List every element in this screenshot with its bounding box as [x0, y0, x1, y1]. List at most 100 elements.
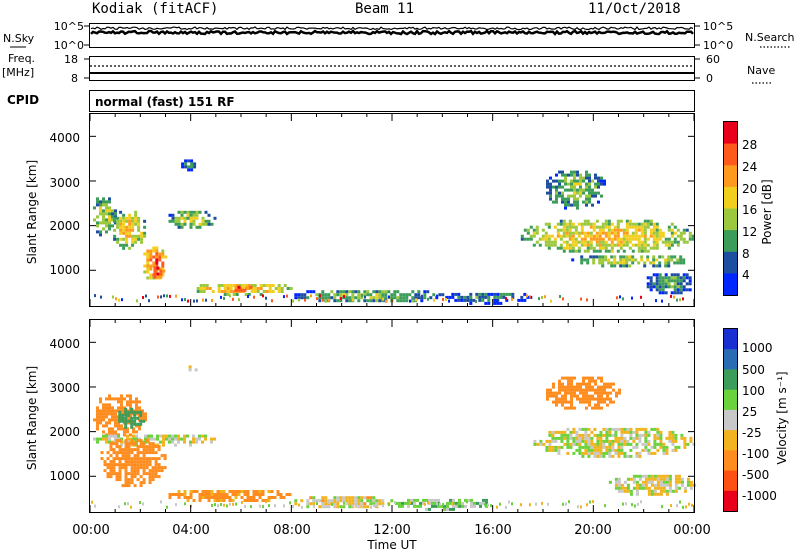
heatmap-cell: [143, 270, 147, 274]
heatmap-cell: [366, 496, 370, 500]
heatmap-cell: [562, 249, 566, 253]
heatmap-cell: [559, 295, 561, 298]
heatmap-cell: [279, 496, 283, 499]
heatmap-cell: [667, 237, 671, 241]
velocity-ylabel: Slant Range [km]: [25, 366, 39, 470]
heatmap-cell: [142, 445, 146, 449]
heatmap-cell: [625, 258, 629, 262]
heatmap-cell: [192, 434, 195, 438]
heatmap-cell: [604, 258, 608, 262]
heatmap-cell: [111, 218, 114, 222]
heatmap-cell: [345, 296, 349, 300]
heatmap-cell: [340, 505, 342, 509]
heatmap-cell: [628, 255, 632, 259]
heatmap-cell: [576, 188, 579, 192]
heatmap-cell: [429, 296, 433, 300]
heatmap-cell: [643, 228, 647, 232]
heatmap-cell: [324, 502, 328, 506]
heatmap-cell: [623, 480, 627, 484]
heatmap-cell: [638, 433, 642, 437]
heatmap-cell: [331, 502, 333, 506]
heatmap-cell: [668, 486, 672, 490]
heatmap-cell: [129, 400, 132, 404]
heatmap-cell: [142, 457, 146, 461]
heatmap-cell: [120, 427, 123, 431]
heatmap-cell: [115, 439, 119, 443]
heatmap-cell: [235, 293, 239, 296]
heatmap-cell: [658, 264, 662, 268]
heatmap-cell: [122, 246, 126, 250]
heatmap-cell: [139, 484, 143, 488]
heatmap-cell: [643, 243, 647, 247]
heatmap-cell: [646, 225, 650, 229]
heatmap-cell: [600, 176, 603, 180]
heatmap-cell: [552, 179, 555, 183]
heatmap-cell: [585, 203, 588, 207]
heatmap-cell: [159, 269, 163, 273]
heatmap-cell: [670, 234, 674, 238]
heatmap-cell: [671, 436, 675, 440]
heatmap-cell: [128, 219, 132, 223]
heatmap-cell: [168, 437, 171, 441]
heatmap-cell: [629, 433, 633, 437]
heatmap-cell: [130, 448, 134, 452]
heatmap-cell: [593, 427, 597, 431]
heatmap-cell: [142, 448, 146, 452]
heatmap-cell: [600, 388, 603, 392]
heatmap-cell: [523, 292, 527, 296]
heatmap-cell: [564, 394, 567, 398]
heatmap-cell: [142, 481, 146, 485]
heatmap-cell: [613, 231, 617, 235]
heatmap-cell: [623, 430, 627, 434]
heatmap-cell: [99, 397, 102, 401]
heatmap-cell: [555, 191, 558, 195]
heatmap-cell: [557, 448, 561, 452]
heatmap-cell: [124, 484, 128, 488]
heatmap-cell: [632, 439, 636, 443]
heatmap-cell: [622, 255, 626, 259]
heatmap-cell: [149, 255, 153, 259]
heatmap-cell: [125, 219, 129, 223]
heatmap-cell: [625, 228, 629, 232]
heatmap-cell: [100, 457, 104, 461]
heatmap-cell: [452, 498, 455, 502]
heatmap-cell: [232, 284, 236, 287]
heatmap-cell: [605, 448, 609, 452]
heatmap-cell: [570, 376, 573, 380]
heatmap-cell: [595, 243, 599, 247]
heatmap-cell: [652, 237, 656, 241]
heatmap-cell: [591, 406, 594, 410]
heatmap-cell: [372, 296, 376, 300]
heatmap-cell: [114, 421, 117, 425]
heatmap-cell: [588, 188, 591, 192]
heatmap-cell: [434, 501, 437, 505]
heatmap-cell: [592, 237, 596, 241]
heatmap-cell: [112, 451, 116, 455]
heatmap-cell: [608, 427, 612, 431]
xtick-label-1600: 16:00: [474, 523, 511, 538]
heatmap-cell: [629, 436, 633, 440]
heatmap-cell: [622, 231, 626, 235]
heatmap-cell: [431, 498, 434, 502]
heatmap-cell: [119, 216, 123, 220]
heatmap-cell: [398, 501, 401, 505]
heatmap-cell: [637, 261, 641, 265]
heatmap-cell: [148, 445, 152, 449]
heatmap-cell: [265, 290, 269, 293]
heatmap-cell: [671, 489, 675, 493]
heatmap-cell: [96, 440, 99, 444]
heatmap-cell: [635, 442, 639, 446]
heatmap-cell: [133, 484, 137, 488]
heatmap-cell: [626, 439, 630, 443]
heatmap-cell: [127, 419, 131, 423]
heatmap-cell: [267, 490, 271, 493]
heatmap-cell: [579, 400, 582, 404]
heatmap-cell: [121, 419, 125, 423]
heatmap-cell: [369, 496, 373, 500]
heatmap-cell: [306, 290, 310, 294]
heatmap-cell: [119, 210, 123, 214]
heatmap-cell: [577, 231, 581, 235]
heatmap-cell: [555, 403, 558, 407]
heatmap-cell: [625, 261, 629, 265]
heatmap-cell: [661, 279, 665, 283]
